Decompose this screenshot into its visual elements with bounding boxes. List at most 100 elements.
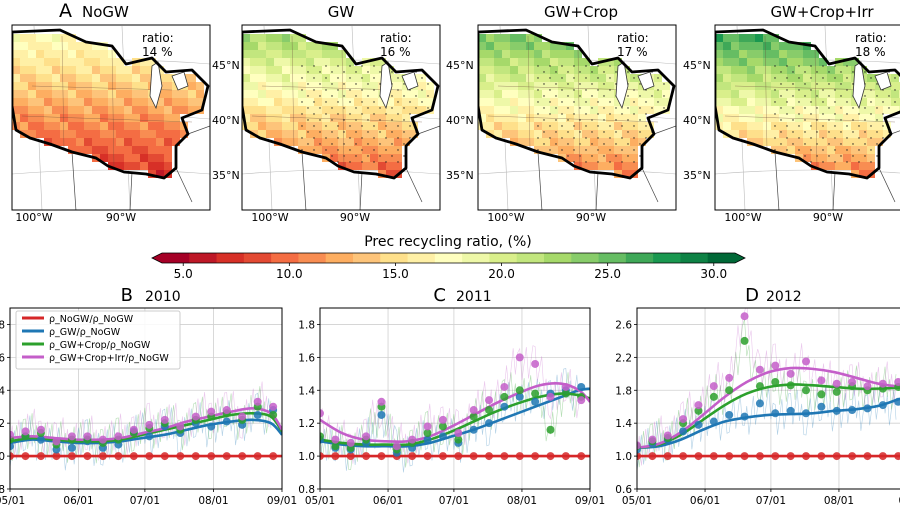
map-cell [92,130,100,138]
significance-dot [307,119,309,121]
lat-label-45n: 45°N [212,59,240,72]
significance-dot [615,131,617,133]
x-tick-label: 05/01 [622,495,652,507]
map-cell [486,42,494,50]
map-cell [108,82,116,90]
colorbar-swatch [516,253,545,263]
map-cell [590,138,598,146]
significance-dot [573,137,575,139]
map-cell [314,138,322,146]
map-cell [566,82,574,90]
map-cell [534,90,542,98]
map-cell [574,154,582,162]
data-point [67,452,76,461]
map-cell [590,106,598,114]
map-cell [811,154,819,162]
map-cell [723,34,731,42]
map-cell [558,114,566,122]
map-cell [116,90,124,98]
colorbar-ticks: 5.0 10.0 15.0 20.0 25.0 30.0 [174,263,727,281]
map-cell [132,154,140,162]
data-point [802,409,811,418]
map-cell [258,58,266,66]
map-cell [298,34,306,42]
map-cell [354,114,362,122]
map-cell [28,50,36,58]
map-cell [92,90,100,98]
significance-dot [379,143,381,145]
map-cell [518,114,526,122]
map-cell [12,42,20,50]
data-point [10,430,14,439]
significance-dot [786,65,788,67]
map-cell [36,34,44,42]
map-cell [132,90,140,98]
map-cell [478,66,486,74]
significance-dot [403,155,405,157]
map-cell [156,162,164,170]
significance-dot [385,125,387,127]
map-cell [44,90,52,98]
map-cell [534,138,542,146]
map-cell [172,122,180,130]
map-cell [306,130,314,138]
map-cell [298,90,306,98]
map-cell [140,122,148,130]
map-cell [60,42,68,50]
map-cell [851,130,859,138]
significance-dot [792,71,794,73]
map-cell [550,42,558,50]
map-cell [763,98,771,106]
significance-dot [663,83,665,85]
data-point [438,452,447,461]
map-cell [502,114,510,122]
significance-dot [882,113,884,115]
significance-dot [313,137,315,139]
map-cell [566,122,574,130]
map-cell [875,130,883,138]
data-point [67,443,76,452]
map-cell [622,146,630,154]
data-point [191,452,200,461]
significance-dot [828,155,830,157]
significance-dot [373,137,375,139]
significance-dot [840,95,842,97]
map-cell [859,154,867,162]
map-cell [44,82,52,90]
data-point [500,452,509,461]
map-cell [510,74,518,82]
map-cell [338,66,346,74]
map-cell [646,106,654,114]
significance-dot [331,71,333,73]
map-cell [875,122,883,130]
map-cell [598,162,606,170]
map-cell [100,98,108,106]
map-cell [614,162,622,170]
map-cell [140,154,148,162]
map-cell [550,146,558,154]
map-cell [306,74,314,82]
map-cell [835,146,843,154]
significance-dot [585,101,587,103]
map-cell [346,82,354,90]
significance-dot [379,83,381,85]
significance-dot [537,101,539,103]
map-cell [582,130,590,138]
ratio-value: 17 % [617,45,648,59]
map-cell [803,66,811,74]
map-cell [108,138,116,146]
map-cell [100,154,108,162]
data-point [222,417,231,426]
map-cell [771,66,779,74]
map-cell [322,66,330,74]
map-cell [574,146,582,154]
significance-dot [621,161,623,163]
map-cell [478,58,486,66]
data-point [21,452,30,461]
data-point [114,432,123,441]
significance-dot [774,77,776,79]
map-cell [590,90,598,98]
map-cell [494,50,502,58]
map-cell [526,82,534,90]
significance-dot [822,101,824,103]
